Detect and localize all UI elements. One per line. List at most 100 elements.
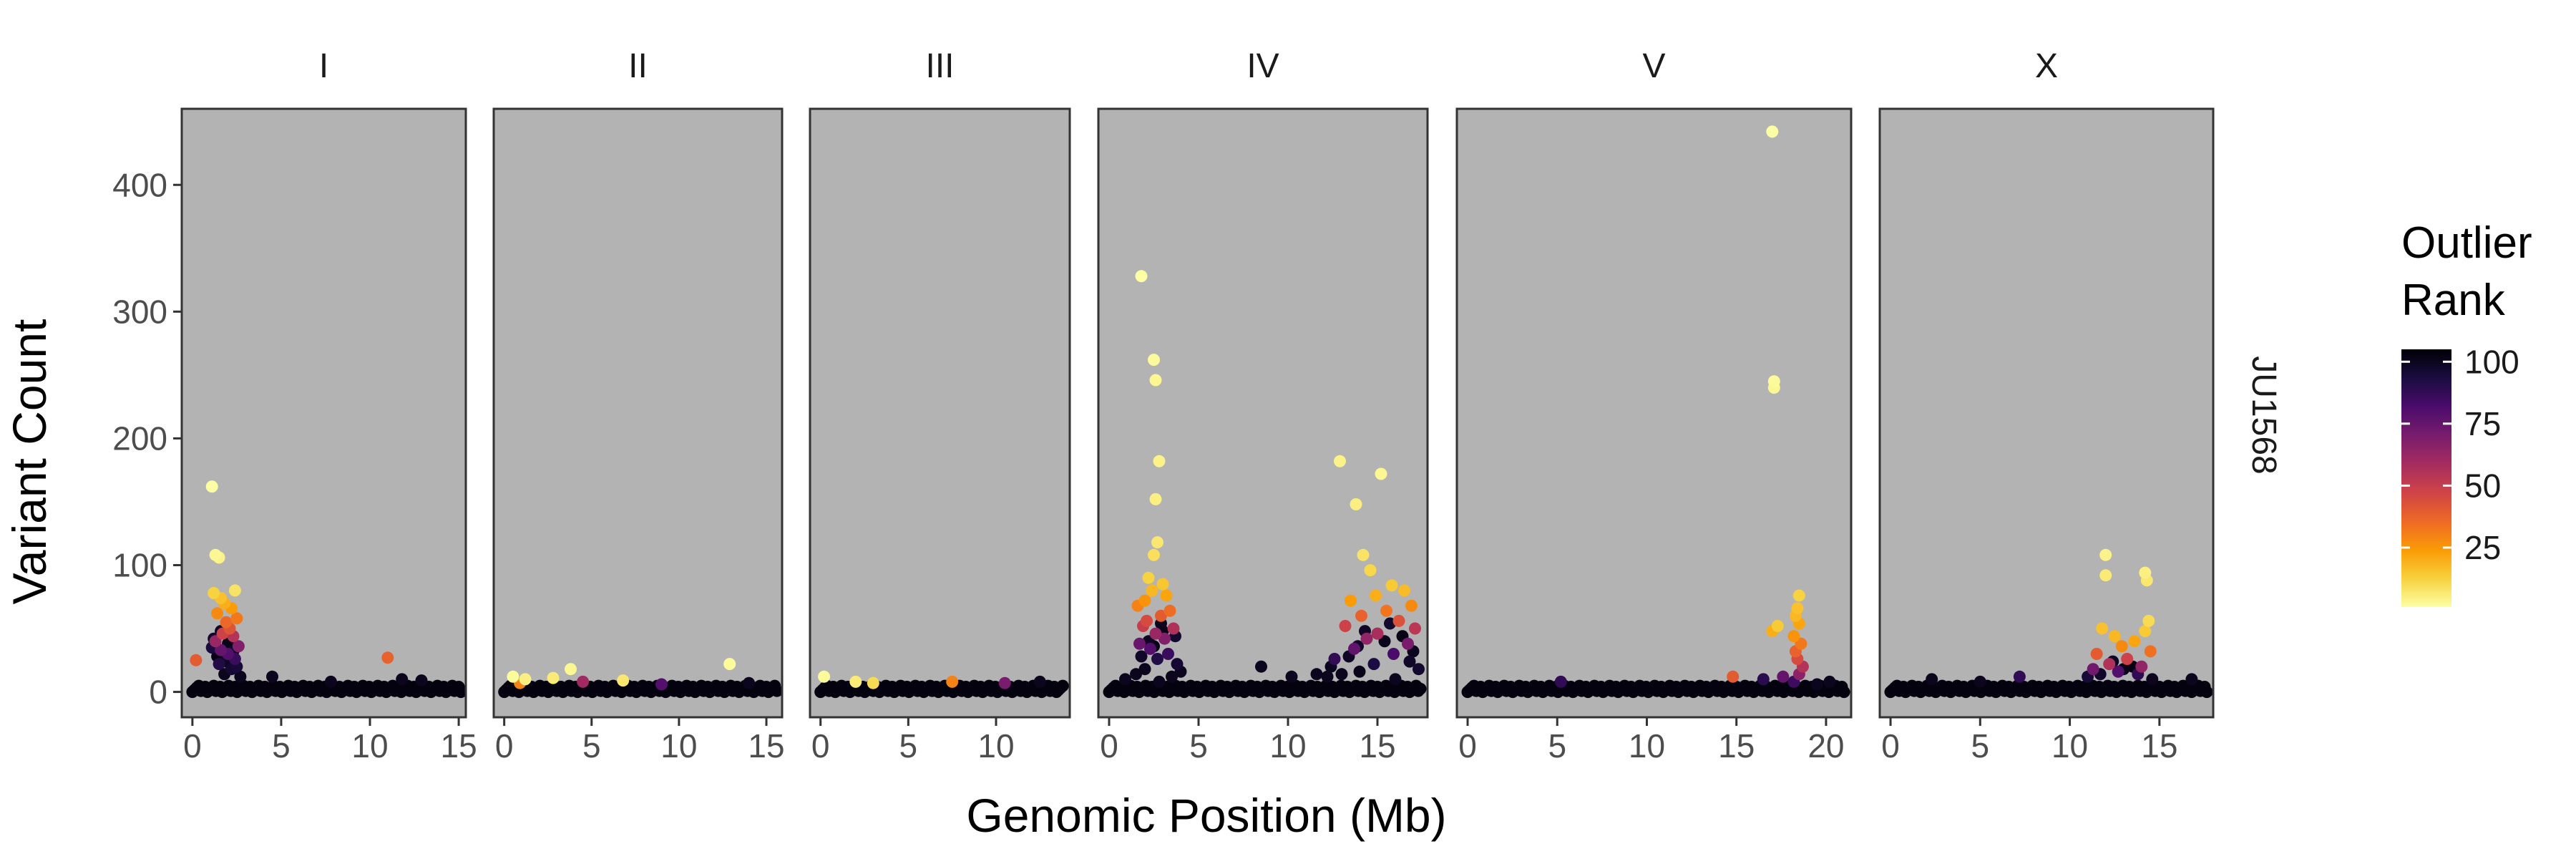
panel-background (494, 109, 782, 717)
data-point (1321, 670, 1334, 683)
data-point (1155, 609, 1167, 622)
data-point (1138, 663, 1151, 676)
data-point (1119, 673, 1131, 686)
legend-title-line-1: Outlier (2401, 218, 2532, 268)
data-point (1766, 125, 1779, 138)
data-point (2108, 630, 2121, 643)
data-point (1405, 599, 1418, 612)
x-tick-label: 5 (899, 727, 918, 765)
data-point (324, 675, 337, 688)
data-point (577, 675, 590, 688)
x-tick-label: 0 (1881, 727, 1900, 765)
x-tick-label: 5 (272, 727, 291, 765)
data-point (1149, 627, 1162, 640)
data-point (215, 644, 228, 656)
data-point (266, 670, 278, 683)
points-group (1461, 125, 1850, 699)
data-point (396, 673, 409, 686)
facet-title: V (1642, 47, 1665, 85)
data-point (1166, 670, 1178, 683)
data-point (1787, 630, 1800, 643)
data-point (2103, 658, 2116, 671)
points-group (1103, 270, 1427, 699)
facet-panel-X: X 0 5 10 15 (1878, 47, 2215, 765)
data-point (1141, 614, 1153, 627)
data-point (228, 584, 241, 597)
data-point (1355, 609, 1367, 622)
x-tick-label: 5 (582, 727, 601, 765)
data-point (2185, 673, 2198, 686)
data-point (998, 676, 1011, 689)
points-group (1884, 548, 2213, 699)
data-point (1378, 635, 1391, 648)
data-point (1149, 492, 1162, 505)
x-tick-label: 0 (183, 727, 202, 765)
data-point (1144, 642, 1156, 655)
data-point (1135, 270, 1148, 283)
data-point (1334, 455, 1346, 467)
data-point (2090, 648, 2103, 660)
data-point (1156, 578, 1169, 591)
panel-background (1098, 109, 1428, 717)
data-point (2099, 569, 2112, 582)
data-point (1403, 655, 1416, 668)
panel-background (810, 109, 1070, 717)
panel-border (1878, 107, 2215, 719)
data-point (1130, 668, 1142, 681)
data-point (1375, 467, 1387, 480)
panel-border (809, 107, 1071, 719)
data-point (415, 674, 428, 687)
data-point (1371, 627, 1384, 640)
data-point (2135, 660, 2148, 673)
x-tick-label: 10 (351, 727, 388, 765)
x-tick-label: 15 (2141, 727, 2177, 765)
data-point (1554, 675, 1567, 688)
baseline-point (454, 686, 466, 699)
data-point (1328, 653, 1341, 665)
data-point (946, 675, 959, 688)
data-point (1146, 584, 1158, 597)
data-point (565, 663, 577, 676)
legend-colorbar: 100 75 50 25 (2401, 343, 2519, 607)
facet-panel-I: I 0 5 10 15 (180, 47, 477, 765)
data-point (1385, 579, 1398, 592)
data-point (208, 587, 220, 599)
x-tick-label: 10 (660, 727, 697, 765)
data-point (381, 651, 394, 664)
data-point (818, 670, 831, 683)
facet-panel-II: II 0 5 10 15 (492, 47, 785, 765)
data-point (1151, 653, 1163, 665)
data-point (1413, 663, 1425, 676)
data-point (220, 616, 233, 629)
legend-tick-label: 75 (2464, 405, 2501, 442)
data-point (1133, 637, 1146, 650)
facet-title: II (628, 47, 648, 85)
data-point (1810, 678, 1823, 691)
x-tick-label: 5 (1971, 727, 1990, 765)
data-point (2128, 635, 2141, 648)
data-point (1285, 670, 1298, 683)
legend-tick-label: 100 (2464, 343, 2519, 380)
data-point (1033, 675, 1046, 688)
data-point (2139, 566, 2152, 579)
x-tick-label: 5 (1548, 727, 1566, 765)
baseline-point (771, 684, 782, 697)
panel-background (182, 109, 466, 717)
data-point (1160, 589, 1173, 602)
data-point (1974, 675, 1986, 688)
data-point (2087, 663, 2099, 676)
data-point (1823, 675, 1836, 688)
data-point (1757, 673, 1770, 686)
x-tick-label: 15 (440, 727, 477, 765)
data-point (1364, 564, 1377, 577)
data-point (1767, 375, 1780, 388)
points-group (186, 480, 466, 699)
data-point (230, 612, 243, 625)
data-point (1389, 673, 1402, 686)
data-point (1339, 620, 1352, 632)
data-point (234, 670, 247, 683)
legend-title-line-2: Rank (2401, 276, 2506, 325)
data-point (2121, 653, 2134, 665)
data-point (1142, 571, 1155, 584)
